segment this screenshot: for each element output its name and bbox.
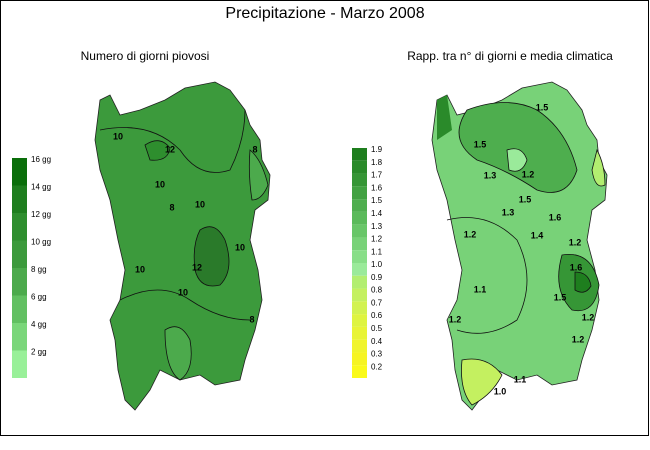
- left-map: [94, 81, 271, 411]
- contour-labels: 10 12 10 8 10 10 12 10 8 10 8 1.5 1.5 1.3 1.2 1.5 1.3 1.4…: [113, 102, 594, 396]
- contour-label: 1.0: [494, 386, 507, 396]
- legend-swatch: [352, 237, 367, 251]
- contour-label: 8: [249, 314, 254, 324]
- contour-label: 8: [252, 144, 257, 154]
- left-map-title: Numero di giorni piovosi: [81, 49, 210, 63]
- contour-label: 1.1: [474, 284, 487, 294]
- legend-label: 1.7: [371, 171, 383, 180]
- contour-label: 1.5: [474, 139, 487, 149]
- contour-label: 1.2: [522, 169, 535, 179]
- legend-swatch: [352, 263, 367, 276]
- contour-label: 1.4: [531, 230, 544, 240]
- contour-label: 1.6: [570, 262, 583, 272]
- legend-label: 14 gg: [31, 183, 51, 192]
- contour-label: 1.3: [502, 207, 515, 217]
- legend-label: 0.8: [371, 286, 383, 295]
- right-legend: 1.9 1.8 1.7 1.6 1.5 1.4 1.3 1.2 1.1 1.0 0.9 0.8 0.7 0…: [352, 145, 383, 378]
- legend-label: 0.2: [371, 362, 383, 371]
- contour-label: 1.5: [519, 194, 532, 204]
- legend-swatch: [12, 240, 27, 268]
- legend-label: 1.3: [371, 222, 383, 231]
- legend-swatch: [352, 186, 367, 200]
- contour-label: 1.2: [582, 312, 595, 322]
- contour-label: 1.1: [514, 374, 527, 384]
- legend-swatch: [12, 350, 27, 378]
- contour-label: 1.5: [554, 292, 567, 302]
- legend-label: 8 gg: [31, 265, 47, 274]
- legend-swatch: [352, 288, 367, 302]
- contour-label: 1.6: [549, 212, 562, 222]
- contour-label: 10: [178, 287, 188, 297]
- legend-label: 1.6: [371, 183, 383, 192]
- legend-label: 0.5: [371, 324, 383, 333]
- legend-swatch: [352, 326, 367, 340]
- legend-swatch: [12, 323, 27, 351]
- legend-label: 1.4: [371, 209, 383, 218]
- legend-label: 4 gg: [31, 320, 47, 329]
- legend-label: 1.1: [371, 247, 383, 256]
- legend-swatch: [352, 199, 367, 212]
- legend-swatch: [352, 352, 367, 366]
- legend-label: 1.0: [371, 260, 383, 269]
- legend-swatch: [352, 314, 367, 327]
- legend-label: 1.8: [371, 158, 383, 167]
- contour-label: 1.2: [569, 237, 582, 247]
- legend-swatch: [12, 213, 27, 241]
- left-legend: 16 gg 14 gg 12 gg 10 gg 8 gg 6 gg 4 gg 2 gg: [12, 155, 51, 378]
- legend-swatch: [352, 160, 367, 174]
- contour-label: 8: [169, 202, 174, 212]
- contour-label: 12: [192, 262, 202, 272]
- legend-label: 2 gg: [31, 348, 47, 357]
- legend-swatch: [352, 365, 367, 378]
- legend-swatch: [352, 275, 367, 289]
- legend-swatch: [12, 295, 27, 323]
- contour-label: 10: [135, 264, 145, 274]
- contour-label: 10: [155, 179, 165, 189]
- right-map: [431, 81, 608, 411]
- contour-label: 12: [165, 144, 175, 154]
- legend-label: 1.2: [371, 235, 383, 244]
- legend-swatch: [12, 185, 27, 213]
- legend-swatch: [352, 301, 367, 315]
- legend-swatch: [352, 339, 367, 353]
- contour-label: 10: [195, 199, 205, 209]
- legend-label: 10 gg: [31, 238, 51, 247]
- contour-label: 1.2: [449, 314, 462, 324]
- legend-swatch: [12, 268, 27, 296]
- main-title: Precipitazione - Marzo 2008: [225, 5, 424, 22]
- legend-label: 1.9: [371, 145, 383, 154]
- legend-label: 0.6: [371, 311, 383, 320]
- legend-swatch: [12, 158, 27, 186]
- contour-label: 1.2: [572, 334, 585, 344]
- legend-swatch: [352, 250, 367, 263]
- right-map-title: Rapp. tra n° di giorni e media climatica: [407, 49, 613, 63]
- contour-label: 10: [235, 242, 245, 252]
- contour-label: 1.5: [536, 102, 549, 112]
- legend-label: 1.5: [371, 196, 383, 205]
- legend-swatch: [352, 211, 367, 225]
- legend-label: 0.9: [371, 273, 383, 282]
- legend-label: 0.3: [371, 350, 383, 359]
- legend-label: 6 gg: [31, 293, 47, 302]
- contour-label: 1.3: [484, 170, 497, 180]
- legend-swatch: [352, 224, 367, 238]
- contour-label: 10: [113, 131, 123, 141]
- legend-label: 12 gg: [31, 210, 51, 219]
- contour-label: 1.2: [464, 229, 477, 239]
- legend-label: 0.4: [371, 337, 383, 346]
- legend-swatch: [352, 148, 367, 161]
- legend-swatch: [352, 173, 367, 187]
- legend-label: 0.7: [371, 298, 383, 307]
- legend-label: 16 gg: [31, 155, 51, 164]
